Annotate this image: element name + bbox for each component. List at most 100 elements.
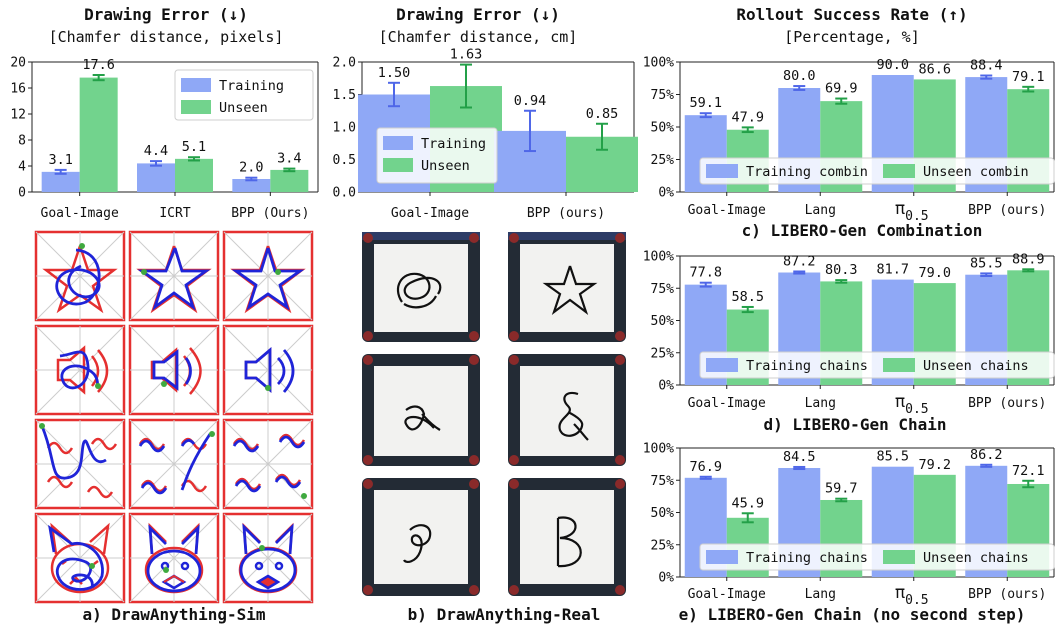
chart-d-caption: d) LIBERO-Gen Chain <box>763 415 946 434</box>
legend-box <box>699 157 1055 185</box>
chart-c-caption: c) LIBERO-Gen Combination <box>742 221 983 240</box>
data-label: 1.63 <box>450 47 483 63</box>
x-tick-label: BPP (Ours) <box>231 206 309 221</box>
sim-tile <box>222 230 314 322</box>
real-tile <box>508 478 626 596</box>
chart-b: 0.0 0.5 1.0 1.5 2.0 Goal-Image 1.50 1.63 BPP (ou… <box>333 47 638 221</box>
data-label: 87.2 <box>783 253 816 269</box>
y-tick-label: 25% <box>651 153 675 168</box>
data-label: 45.9 <box>731 495 764 511</box>
legend: Training chains Unseen chains <box>699 543 1055 571</box>
y-tick-label: 0% <box>658 571 674 586</box>
legend-swatch <box>383 158 413 172</box>
sim-tile <box>34 230 126 322</box>
data-label: 80.0 <box>783 68 816 84</box>
chart-c: 0% 25% 50% 75% 100% Goal-Image 59.1 47.9 Lang 80.… <box>643 56 1055 224</box>
data-label: 47.9 <box>731 109 764 125</box>
x-tick-label: Lang <box>805 587 836 602</box>
bar-training <box>137 163 175 192</box>
data-label: 86.6 <box>918 61 951 77</box>
x-tick-label: ICRT <box>159 206 190 221</box>
x-tick-label: Goal-Image <box>688 396 766 411</box>
chart-b-subtitle: [Chamfer distance, cm] <box>379 28 578 46</box>
data-label: 0.85 <box>586 106 619 122</box>
real-tile <box>362 232 480 342</box>
y-tick-label: 1.5 <box>333 88 356 103</box>
data-label: 79.1 <box>1012 69 1045 85</box>
y-tick-label: 1.0 <box>333 121 356 136</box>
x-tick-label: Goal-Image <box>391 206 469 221</box>
legend-label: Unseen combin <box>923 164 1029 180</box>
data-label: 76.9 <box>689 459 722 475</box>
legend: Training chains Unseen chains <box>699 351 1055 379</box>
data-label: 3.4 <box>277 151 301 167</box>
legend-swatch <box>883 164 915 178</box>
sim-tile <box>34 418 126 510</box>
real-tile <box>362 478 480 596</box>
legend-swatch <box>383 136 413 150</box>
data-label: 79.0 <box>918 265 951 281</box>
legend-label: Training chains <box>746 358 868 374</box>
legend-label: Training <box>421 136 486 152</box>
data-label: 79.2 <box>918 457 951 473</box>
y-tick-label: 75% <box>651 474 675 489</box>
y-tick-label: 75% <box>651 88 675 103</box>
data-label: 81.7 <box>876 262 909 278</box>
y-tick-label: 20 <box>10 56 26 71</box>
x-tick-label: BPP (ours) <box>527 206 605 221</box>
sim-tile <box>128 418 220 510</box>
legend-box <box>699 543 1055 571</box>
bar-unseen <box>175 158 213 192</box>
x-tick-label: Lang <box>805 203 836 218</box>
sim-tile <box>34 512 126 604</box>
x-tick-label: π0.5 <box>895 199 929 224</box>
sim-tile <box>222 512 314 604</box>
legend-label: Unseen <box>421 158 470 174</box>
data-label: 5.1 <box>182 139 206 155</box>
legend-label: Unseen chains <box>923 358 1029 374</box>
bar-unseen <box>270 169 309 192</box>
legend-swatch <box>181 78 211 92</box>
data-label: 3.1 <box>48 152 72 168</box>
y-tick-label: 75% <box>651 282 675 297</box>
legend-label: Training combin <box>746 164 868 180</box>
data-label: 77.8 <box>689 265 722 281</box>
x-tick-label: Goal-Image <box>688 203 766 218</box>
data-label: 84.5 <box>783 449 816 465</box>
legend: Training Unseen <box>376 127 498 184</box>
y-tick-label: 12 <box>10 108 26 123</box>
data-label: 17.6 <box>82 57 115 73</box>
x-tick-label: BPP (ours) <box>968 203 1046 218</box>
sim-tile <box>34 324 126 416</box>
data-label: 4.4 <box>144 143 168 159</box>
bar-training <box>232 179 271 192</box>
y-tick-label: 25% <box>651 346 675 361</box>
x-tick-label: π0.5 <box>895 583 929 608</box>
chart-a-title: Drawing Error (↓) <box>84 5 248 24</box>
real-drawing-grid <box>362 232 626 596</box>
real-tile <box>362 354 480 466</box>
y-tick-label: 0 <box>18 186 26 201</box>
y-tick-label: 8 <box>18 134 26 149</box>
sim-tile <box>222 418 314 510</box>
y-tick-label: 100% <box>643 442 674 457</box>
sim-tile <box>222 324 314 416</box>
y-tick-label: 25% <box>651 538 675 553</box>
x-tick-label: BPP (ours) <box>968 396 1046 411</box>
chart-e: 0% 25% 50% 75% 100% Goal-Image 76.9 45.9 Lang 84.… <box>643 442 1055 608</box>
legend-label: Training chains <box>746 550 868 566</box>
y-tick-label: 0% <box>658 186 674 201</box>
x-tick-label: Lang <box>805 396 836 411</box>
sim-drawing-grid <box>34 230 314 604</box>
sim-tile <box>128 324 220 416</box>
y-tick-label: 100% <box>643 56 674 71</box>
y-tick-label: 50% <box>651 506 675 521</box>
legend-swatch <box>181 100 211 114</box>
data-label: 59.1 <box>689 95 722 111</box>
bar-training <box>41 171 80 192</box>
data-label: 80.3 <box>825 262 858 278</box>
bar-unseen <box>79 77 118 192</box>
sim-tile <box>128 512 220 604</box>
legend-swatch <box>706 358 738 372</box>
